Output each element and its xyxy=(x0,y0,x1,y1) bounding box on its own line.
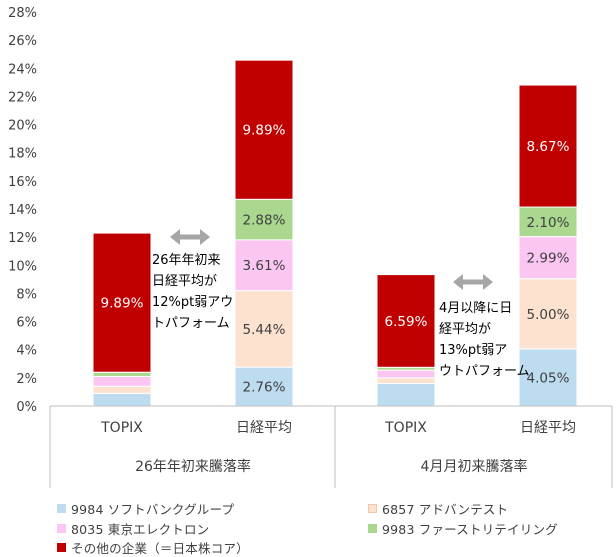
bar-segment xyxy=(518,206,578,238)
y-tick-label: 22% xyxy=(8,90,37,105)
bar-segment xyxy=(518,84,578,208)
legend-label: 9983 ファーストリテイリング xyxy=(382,522,558,537)
legend-label: 9984 ソフトバンクグループ xyxy=(71,502,235,517)
x-tick-label: 日経平均 xyxy=(236,420,292,436)
bar-segment xyxy=(92,385,152,394)
data-label: 2.99% xyxy=(527,251,570,267)
legend-label: 6857 アドバンテスト xyxy=(382,502,509,517)
data-label: 4.05% xyxy=(527,371,570,387)
bar-segment xyxy=(92,371,152,377)
bar-segment xyxy=(518,278,578,350)
bar-segment xyxy=(234,198,294,241)
double-arrow-icon xyxy=(170,229,210,245)
legend-swatch xyxy=(57,524,66,533)
double-arrow-icon xyxy=(453,274,493,290)
legend-item-tel: 8035 東京エレクトロン xyxy=(57,519,209,538)
bar-segment xyxy=(92,392,152,407)
bars: 9.89% 2.76% 5.44% 3.61% 2.88% 9.89% 6.59% 4.05%… xyxy=(92,59,578,407)
data-label: 9.89% xyxy=(101,296,144,312)
y-tick-label: 18% xyxy=(8,147,37,162)
legend-swatch xyxy=(57,504,66,513)
data-label: 9.89% xyxy=(243,123,286,139)
annotation-arrows xyxy=(170,229,493,290)
bar-segment xyxy=(234,239,294,292)
legend-swatch xyxy=(57,543,66,552)
x-tick-label: 日経平均 xyxy=(520,420,576,436)
legend-swatch xyxy=(368,504,377,513)
y-tick-label: 28% xyxy=(8,6,37,21)
y-tick-label: 8% xyxy=(16,287,37,302)
bar-segment xyxy=(376,377,436,384)
legend-item-core: その他の企業（＝日本株コア） xyxy=(57,538,249,557)
annotation-ytd: 26年年初来 日経平均が 12%pt弱アウ トパフォーム xyxy=(152,253,234,331)
data-label: 6.59% xyxy=(385,314,428,330)
x-tick-label: TOPIX xyxy=(100,420,143,436)
y-tick-label: 20% xyxy=(8,119,37,134)
y-tick-label: 16% xyxy=(8,175,37,190)
legend-item-fastretailing: 9983 ファーストリテイリング xyxy=(368,519,558,538)
data-label: 3.61% xyxy=(243,258,286,274)
annotation-april: 4月以降に日 経平均が 13%pt弱ア ウトパフォーム xyxy=(439,301,530,379)
y-tick-label: 14% xyxy=(8,203,37,218)
group-label: 26年年初来騰落率 xyxy=(135,458,251,475)
bar-segment xyxy=(234,366,294,407)
legend-item-softbank: 9984 ソフトバンクグループ xyxy=(57,499,234,518)
data-label: 2.76% xyxy=(243,380,286,396)
bar-segment xyxy=(92,375,152,387)
bar-segment xyxy=(234,59,294,200)
y-tick-label: 24% xyxy=(8,62,37,77)
bar-segment xyxy=(92,232,152,373)
group-label: 4月月初来騰落率 xyxy=(421,458,528,475)
x-tick-label: TOPIX xyxy=(384,420,427,436)
bar-segment xyxy=(518,236,578,280)
y-tick-label: 0% xyxy=(16,400,37,415)
y-tick-label: 6% xyxy=(16,316,37,331)
y-tick-label: 10% xyxy=(8,259,37,274)
y-tick-label: 4% xyxy=(16,344,37,359)
bar-segment xyxy=(234,290,294,368)
legend-item-advantest: 6857 アドバンテスト xyxy=(368,499,508,518)
data-label: 5.44% xyxy=(243,322,286,338)
data-label: 5.00% xyxy=(527,307,570,323)
legend-label: 8035 東京エレクトロン xyxy=(71,522,210,537)
y-tick-label: 26% xyxy=(8,34,37,49)
legend-label: その他の企業（＝日本株コア） xyxy=(71,541,249,556)
data-label: 2.88% xyxy=(243,213,286,229)
bar-segment xyxy=(376,382,436,407)
bar-segment xyxy=(376,274,436,368)
data-label: 2.10% xyxy=(527,215,570,231)
y-tick-label: 2% xyxy=(16,372,37,387)
bar-segment xyxy=(376,369,436,379)
legend-swatch xyxy=(368,524,377,533)
y-tick-label: 12% xyxy=(8,231,37,246)
bar-segment xyxy=(518,348,578,407)
y-axis: 0% 2% 4% 6% 8% 10% 12% 14% 16% 18% 20% 22% 24% 26% 28% xyxy=(8,6,37,415)
x-axis: TOPIX 日経平均 TOPIX 日経平均 26年年初来騰落率 4月月初来騰落率 xyxy=(49,405,613,488)
data-label: 8.67% xyxy=(527,139,570,155)
